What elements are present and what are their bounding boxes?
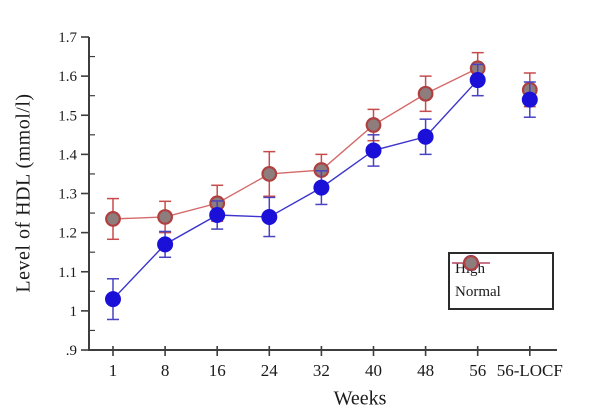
x-tick-label: 48 — [417, 361, 434, 380]
data-point-marker — [105, 291, 121, 308]
y-tick-label: 1.6 — [58, 69, 77, 85]
x-tick-label: 1 — [109, 361, 118, 380]
data-point-marker — [105, 211, 121, 227]
data-point-marker — [521, 91, 538, 108]
data-point-marker — [261, 208, 278, 225]
y-axis-title: Level of HDL (mmol/l) — [12, 93, 35, 293]
data-point-marker — [365, 117, 382, 133]
series-line — [112, 79, 479, 300]
legend: High Normal — [448, 252, 554, 310]
y-tick-label: 1.1 — [58, 265, 77, 281]
data-point-marker — [261, 166, 278, 182]
series-line — [112, 67, 479, 220]
x-tick-label: 56-LOCF — [497, 361, 563, 380]
data-point-marker — [157, 209, 174, 225]
data-point-marker — [365, 142, 382, 159]
data-point-marker — [209, 207, 226, 224]
data-point-marker — [313, 179, 330, 196]
series-high — [105, 63, 538, 321]
legend-label-normal: Normal — [455, 284, 501, 301]
y-tick-label: .9 — [66, 343, 77, 359]
legend-item-normal: Normal — [450, 255, 552, 301]
x-tick-label: 16 — [209, 361, 226, 380]
x-tick-label: 56 — [469, 361, 486, 380]
y-tick-label: 1.5 — [58, 108, 77, 124]
data-point-marker — [417, 128, 434, 145]
x-tick-label: 32 — [313, 361, 330, 380]
y-tick-label: 1.7 — [58, 30, 77, 46]
y-tick-label: 1.4 — [58, 147, 77, 163]
legend-marker — [463, 255, 479, 271]
x-axis-title: Weeks — [333, 387, 387, 410]
series-normal — [105, 51, 538, 241]
y-tick-label: 1.2 — [58, 226, 77, 242]
x-tick-label: 24 — [261, 361, 279, 380]
x-tick-label: 40 — [365, 361, 382, 380]
data-point-marker — [157, 236, 174, 253]
y-tick-label: 1 — [70, 304, 78, 320]
data-point-marker — [417, 85, 434, 102]
normal-series-marker-icon — [452, 255, 490, 271]
data-point-marker — [469, 72, 486, 89]
y-tick-label: 1.3 — [58, 187, 77, 203]
x-tick-label: 8 — [161, 361, 170, 380]
